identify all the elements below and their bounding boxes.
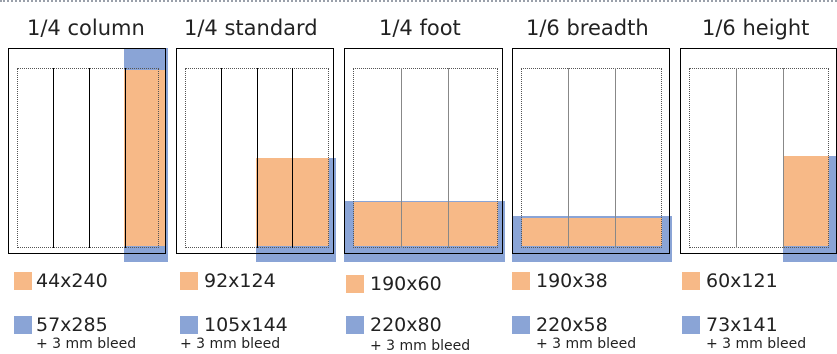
bleed-size: 73x141 [706,314,778,336]
bleed-size: 220x80 [370,314,442,336]
bleed-note: + 3 mm bleed [370,338,471,354]
bleed-size-swatch [346,316,364,334]
ad-size: 190x38 [536,270,608,292]
bleed-size: 220x58 [536,314,608,336]
page-diagram [344,48,505,262]
bleed-note: + 3 mm bleed [36,336,137,352]
ad-area [354,202,498,246]
ad-size-swatch [14,272,32,290]
format-title: 1/6 height [702,16,810,40]
page-diagram [8,48,168,262]
column-divider [125,68,126,248]
column-divider [292,68,293,248]
type-area [17,68,159,248]
column-divider [736,68,737,248]
column-divider [783,68,784,248]
page-diagram [512,48,672,262]
column-divider [53,68,54,248]
bleed-size: 57x285 [36,314,108,336]
format-title: 1/4 foot [379,16,461,40]
ad-size: 60x121 [706,270,778,292]
ad-size: 44x240 [36,270,108,292]
column-divider [221,68,222,248]
bleed-size-swatch [682,316,700,334]
column-divider [568,68,569,248]
ad-size-swatch [512,272,530,290]
bleed-size-swatch [512,316,530,334]
type-area [689,68,829,248]
format-title: 1/6 breadth [526,16,649,40]
column-divider [257,68,258,248]
ad-area [783,156,829,246]
bleed-size-swatch [180,316,198,334]
ad-area [124,70,166,246]
format-title: 1/4 standard [184,16,318,40]
page-diagram [680,48,837,262]
ad-area [522,218,662,246]
bleed-note: + 3 mm bleed [706,336,807,352]
type-area [521,68,662,248]
column-divider [89,68,90,248]
bleed-note: + 3 mm bleed [536,336,637,352]
ad-size-swatch [346,275,364,293]
column-divider [448,68,449,248]
bleed-size-swatch [14,316,32,334]
ad-size-swatch [682,272,700,290]
ad-size: 92x124 [204,270,276,292]
column-divider [401,68,402,248]
format-title: 1/4 column [27,16,145,40]
bleed-size: 105x144 [204,314,288,336]
bleed-note: + 3 mm bleed [180,336,281,352]
page-diagram [176,48,336,262]
top-dotted-rule [0,0,837,2]
column-divider [615,68,616,248]
ad-size-swatch [180,272,198,290]
ad-size: 190x60 [370,273,442,295]
type-area [353,68,498,248]
